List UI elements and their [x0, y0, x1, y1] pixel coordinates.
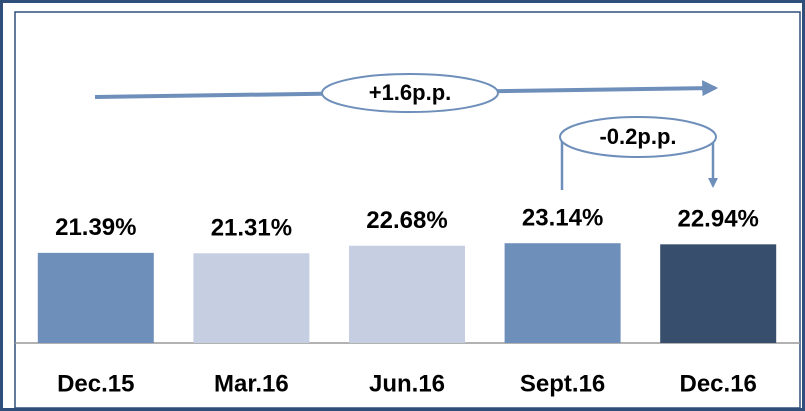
x-tick-label: Jun.16	[369, 370, 445, 397]
x-tick-label: Sept.16	[520, 370, 605, 397]
annotation-bubble	[321, 73, 499, 113]
bar	[349, 245, 465, 343]
annotation: -0.2p.p.	[599, 124, 676, 149]
bar	[504, 243, 621, 343]
data-label: 22.94%	[677, 206, 758, 233]
data-label: 23.14%	[522, 205, 603, 232]
x-tick-label: Dec.16	[680, 370, 757, 397]
data-label: 21.31%	[211, 215, 292, 242]
bar	[193, 253, 310, 343]
annotation-bubble	[559, 116, 717, 158]
x-tick-label: Dec.15	[57, 370, 134, 397]
data-label: 21.39%	[55, 214, 136, 241]
x-tick-label: Mar.16	[214, 370, 289, 397]
bar	[660, 244, 777, 343]
bar	[37, 252, 154, 343]
inner-frame	[14, 11, 801, 409]
annotation: +1.6p.p.	[369, 80, 452, 105]
data-label: 22.68%	[366, 207, 447, 234]
